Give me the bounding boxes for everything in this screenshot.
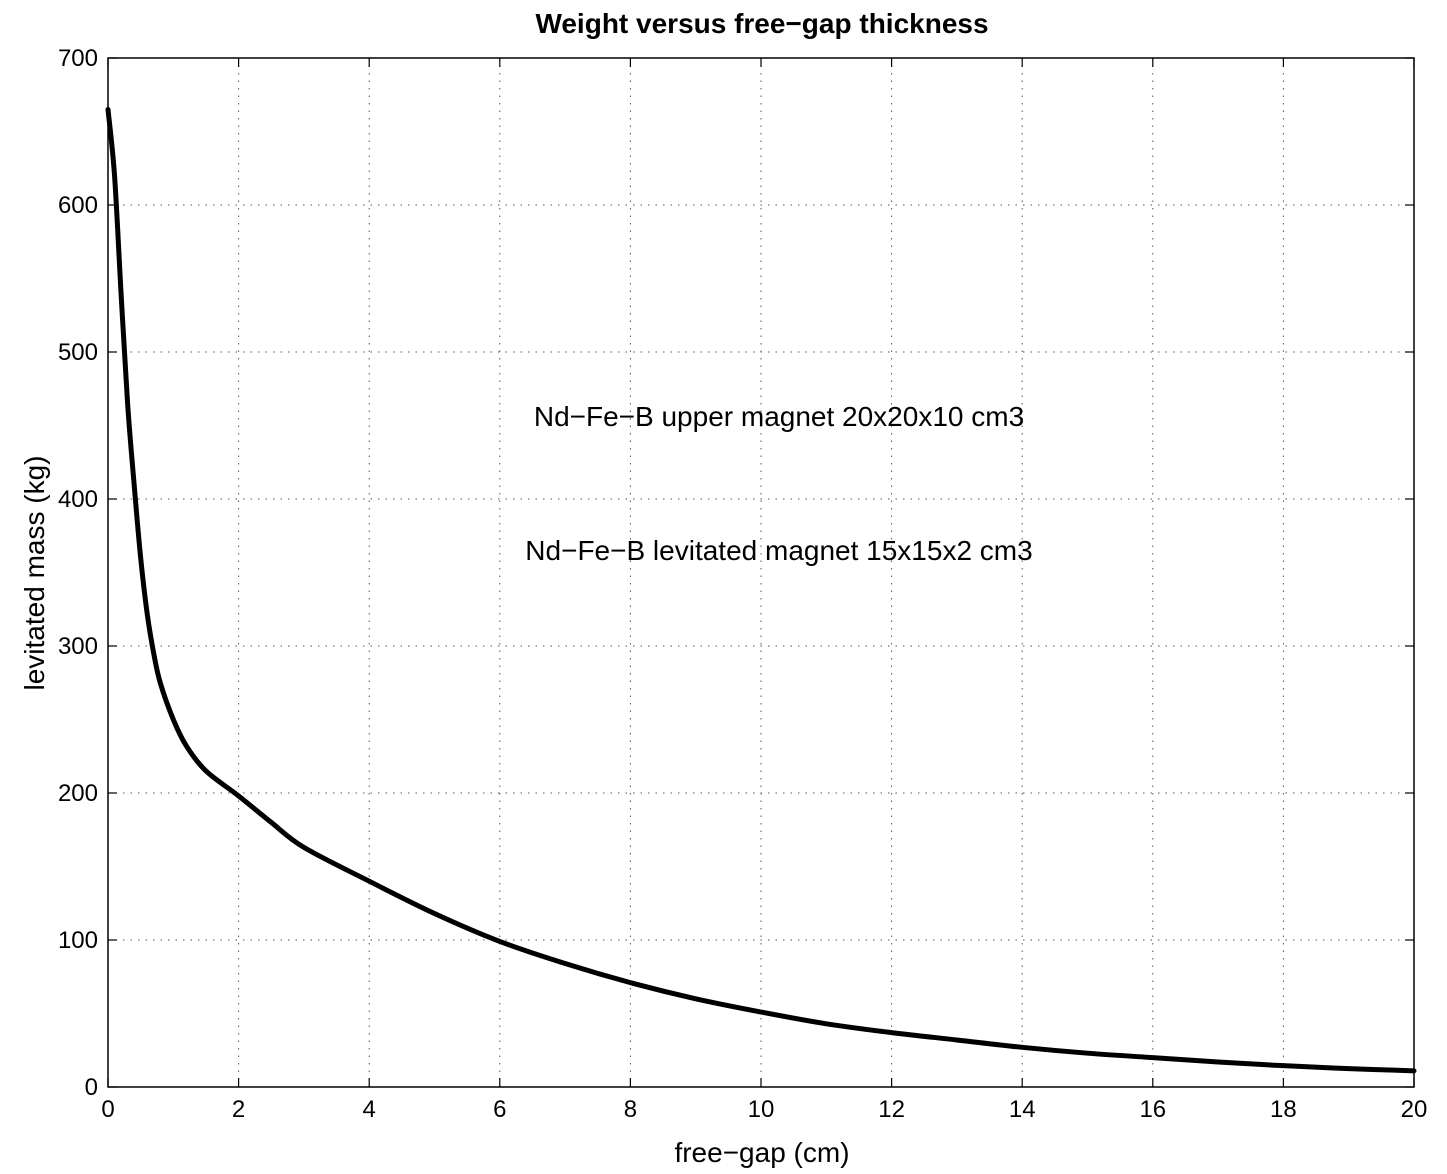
x-tick-label: 14 xyxy=(1009,1096,1036,1123)
y-tick-label: 0 xyxy=(85,1074,98,1101)
x-tick-label: 2 xyxy=(232,1096,245,1123)
x-tick-label: 16 xyxy=(1139,1096,1166,1123)
x-tick-label: 20 xyxy=(1401,1096,1428,1123)
x-axis-label: free−gap (cm) xyxy=(674,1137,849,1168)
y-tick-label: 500 xyxy=(58,339,98,366)
y-tick-label: 700 xyxy=(58,45,98,72)
series-layer xyxy=(105,106,1417,1074)
annotation-upper-magnet: Nd−Fe−B upper magnet 20x20x10 cm3 xyxy=(534,401,1024,432)
chart-title: Weight versus free−gap thickness xyxy=(535,8,988,39)
y-axis-label: levitated mass (kg) xyxy=(19,456,50,691)
plot-frame xyxy=(107,57,1415,1088)
x-tick-label: 12 xyxy=(878,1096,905,1123)
series-line-levitated-mass xyxy=(105,106,1417,1074)
y-tick-label: 100 xyxy=(58,927,98,954)
y-tick-label: 300 xyxy=(58,633,98,660)
x-tick-label: 8 xyxy=(624,1096,637,1123)
y-tick-label: 400 xyxy=(58,486,98,513)
y-tick-label: 600 xyxy=(58,192,98,219)
x-tick-label: 6 xyxy=(493,1096,506,1123)
x-tick-label: 4 xyxy=(363,1096,376,1123)
x-tick-label: 10 xyxy=(748,1096,775,1123)
grid xyxy=(108,58,1414,1087)
y-tick-label: 200 xyxy=(58,780,98,807)
x-tick-label: 18 xyxy=(1270,1096,1297,1123)
x-tick-label: 0 xyxy=(101,1096,114,1123)
annotation-levitated-magnet: Nd−Fe−B levitated magnet 15x15x2 cm3 xyxy=(525,535,1032,566)
